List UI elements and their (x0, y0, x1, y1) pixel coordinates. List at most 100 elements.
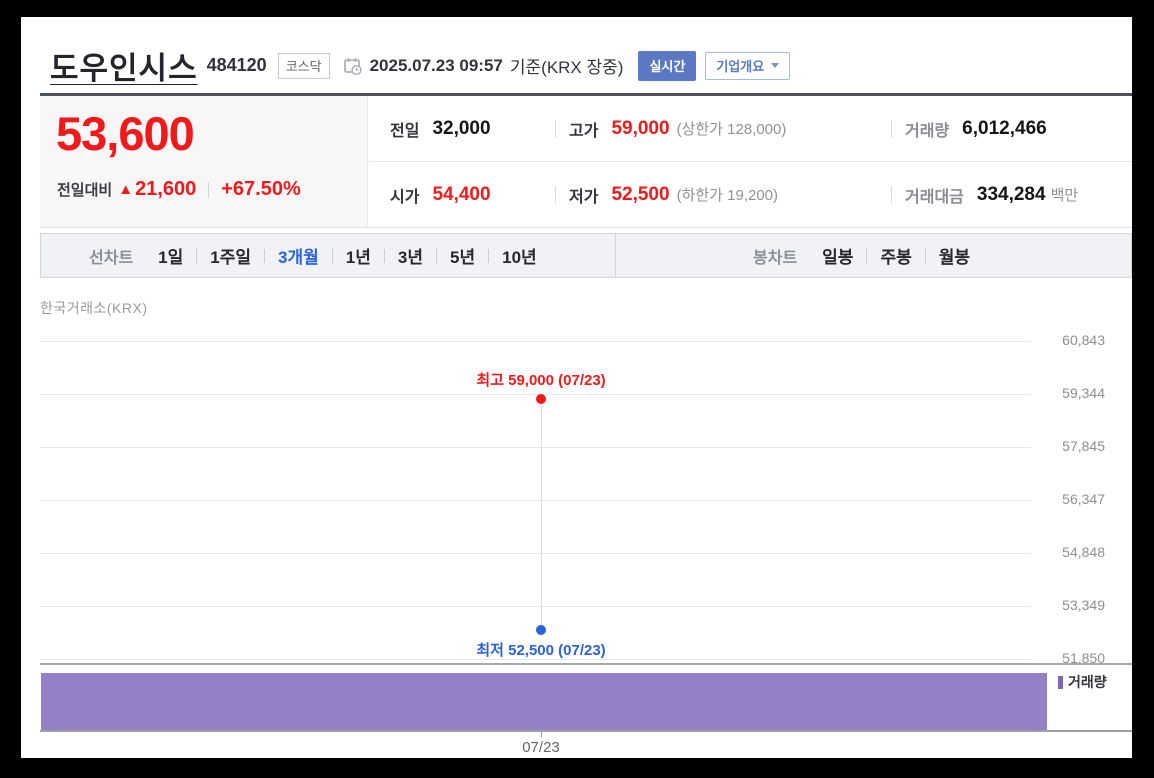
divider (383, 248, 385, 263)
x-axis-tick-mark (541, 732, 542, 737)
realtime-button[interactable]: 실시간 (638, 50, 697, 81)
low-value: 52,500 (611, 183, 670, 205)
prev-close-value: 32,000 (432, 117, 491, 139)
trade-value-cell: 거래대금 334,284 백만 (905, 183, 1078, 207)
prev-close-cell: 전일 32,000 (390, 117, 555, 141)
change-label: 전일대비 (57, 182, 113, 199)
volume-bar (41, 673, 1047, 730)
tab-10year[interactable]: 10년 (502, 248, 537, 267)
high-value: 59,000 (611, 117, 670, 139)
current-price-box: 53,600 전일대비 ▲ 21,600 +67.50% (40, 96, 368, 227)
gridline (40, 341, 1031, 342)
divider (208, 181, 210, 198)
divider (891, 185, 892, 204)
upper-limit-note: (상한가 128,000) (676, 121, 787, 138)
page-content: 도우인시스 484120 코스닥 2025.07.23 09:57 기준(KRX… (21, 17, 1132, 758)
divider (264, 248, 266, 263)
volume-label: 거래량 (905, 122, 950, 140)
low-label: 저가 (569, 188, 599, 206)
low-annotation: 최저 52,500 (07/23) (476, 642, 606, 659)
high-point-marker (536, 394, 546, 404)
tab-3month[interactable]: 3개월 (278, 248, 319, 267)
market-badge: 코스닥 (277, 52, 330, 79)
stock-code: 484120 (206, 55, 267, 75)
gridline (40, 500, 1031, 501)
divider (891, 119, 892, 138)
divider (331, 248, 333, 263)
divider (488, 248, 490, 263)
divider (555, 119, 556, 138)
prev-close-label: 전일 (390, 122, 420, 140)
divider (40, 730, 1132, 732)
volume-value: 6,012,466 (962, 117, 1047, 139)
candle-chart-group-label: 봉차트 (753, 249, 798, 267)
low-point-marker (536, 625, 546, 635)
company-overview-button[interactable]: 기업개요 (705, 51, 791, 80)
price-change-row: 전일대비 ▲ 21,600 +67.50% (57, 178, 301, 201)
line-chart-tab-group: 선차트 1일 1주일 3개월 1년 3년 5년 10년 (89, 234, 550, 277)
trade-value-label: 거래대금 (905, 188, 964, 206)
volume-legend: 거래량 (1058, 672, 1107, 692)
candle-chart-tab-group: 봉차트 일봉 주봉 월봉 (753, 234, 983, 277)
stock-header: 도우인시스 484120 코스닥 2025.07.23 09:57 기준(KRX… (50, 43, 791, 88)
divider (40, 663, 1132, 665)
gridline (40, 659, 1031, 660)
high-price-cell: 고가 59,000 (상한가 128,000) (569, 117, 891, 141)
tab-5year[interactable]: 5년 (450, 248, 476, 267)
tab-1week[interactable]: 1주일 (210, 248, 252, 267)
change-percent: +67.50% (221, 178, 301, 200)
company-overview-label: 기업개요 (716, 58, 765, 74)
open-price-cell: 시가 54,400 (390, 183, 555, 207)
divider (615, 234, 616, 277)
tab-1year[interactable]: 1년 (345, 248, 371, 267)
y-axis-tick: 56,347 (1062, 491, 1105, 507)
stock-name[interactable]: 도우인시스 (50, 51, 198, 86)
trade-value-unit: 백만 (1050, 187, 1079, 204)
tab-daily-candle[interactable]: 일봉 (822, 248, 854, 267)
quote-datetime: 2025.07.23 09:57 (369, 55, 503, 75)
y-axis-tick: 51,850 (1062, 650, 1105, 666)
high-annotation: 최고 59,000 (07/23) (476, 372, 606, 389)
volume-legend-label: 거래량 (1068, 674, 1107, 690)
gridline (40, 606, 1031, 607)
volume-legend-marker-icon (1058, 675, 1063, 689)
divider (196, 248, 198, 263)
volume-cell: 거래량 6,012,466 (905, 117, 1047, 141)
y-axis-tick: 60,843 (1062, 332, 1105, 348)
low-price-cell: 저가 52,500 (하한가 19,200) (569, 183, 891, 207)
calendar-clock-icon (343, 56, 363, 76)
open-label: 시가 (390, 188, 420, 206)
tab-3year[interactable]: 3년 (397, 248, 423, 267)
open-value: 54,400 (432, 183, 491, 205)
table-row: 전일 32,000 고가 59,000 (상한가 128,000) 거래량 6,… (369, 96, 1132, 161)
exchange-source-label: 한국거래소(KRX) (40, 300, 148, 316)
gridline (40, 447, 1031, 448)
tab-weekly-candle[interactable]: 주봉 (880, 248, 912, 267)
divider (436, 248, 437, 263)
line-chart-group-label: 선차트 (89, 249, 134, 267)
chart-period-tabbar: 선차트 1일 1주일 3개월 1년 3년 5년 10년 봉차트 일봉 주봉 월봉 (40, 233, 1132, 278)
up-triangle-icon: ▲ (118, 181, 134, 198)
chevron-down-icon (771, 62, 780, 68)
price-summary-section: 53,600 전일대비 ▲ 21,600 +67.50% 전일 32,000 고… (40, 93, 1132, 228)
x-axis-tick-label: 07/23 (522, 739, 560, 756)
y-axis-tick: 59,344 (1062, 385, 1105, 401)
tab-1day[interactable]: 1일 (158, 248, 184, 267)
lower-limit-note: (하한가 19,200) (676, 187, 779, 204)
current-price: 53,600 (56, 107, 195, 160)
divider (924, 248, 926, 263)
high-label: 고가 (569, 122, 599, 140)
tab-monthly-candle[interactable]: 월봉 (938, 248, 971, 267)
y-axis-tick: 57,845 (1062, 438, 1105, 454)
gridline (40, 553, 1031, 554)
change-value: 21,600 (135, 178, 197, 200)
trade-value-value: 334,284 (976, 183, 1046, 205)
y-axis-tick: 54,848 (1062, 544, 1105, 560)
quote-summary-table: 전일 32,000 고가 59,000 (상한가 128,000) 거래량 6,… (369, 96, 1132, 227)
gridline (40, 394, 1031, 395)
y-axis-tick: 53,349 (1062, 597, 1105, 613)
table-row: 시가 54,400 저가 52,500 (하한가 19,200) 거래대금 33… (369, 161, 1132, 227)
price-range-line (541, 399, 542, 630)
divider (866, 248, 868, 263)
divider (555, 185, 556, 204)
